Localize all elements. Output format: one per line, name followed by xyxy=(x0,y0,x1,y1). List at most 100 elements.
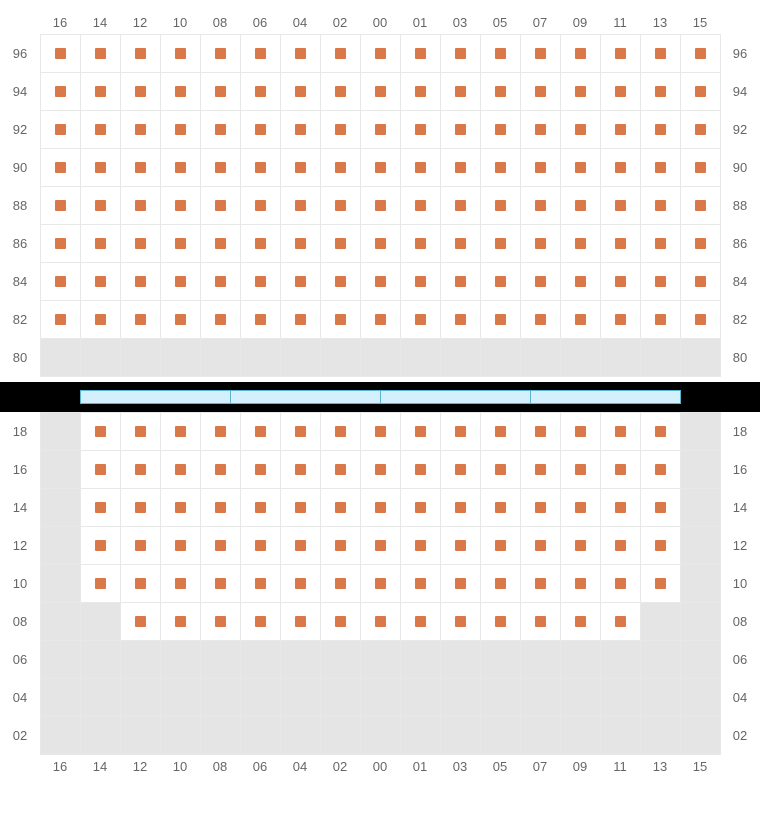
seat-cell[interactable] xyxy=(440,300,481,339)
seat-cell[interactable] xyxy=(80,110,121,149)
seat-cell[interactable] xyxy=(520,148,561,187)
seat-cell[interactable] xyxy=(360,526,401,565)
seat-cell[interactable] xyxy=(440,262,481,301)
seat-cell[interactable] xyxy=(680,34,721,73)
seat-cell[interactable] xyxy=(240,224,281,263)
seat-cell[interactable] xyxy=(280,224,321,263)
seat-cell[interactable] xyxy=(200,450,241,489)
seat-cell[interactable] xyxy=(480,110,521,149)
seat-cell[interactable] xyxy=(600,224,641,263)
seat-cell[interactable] xyxy=(240,186,281,225)
seat-cell[interactable] xyxy=(440,412,481,451)
seat-cell[interactable] xyxy=(640,412,681,451)
seat-cell[interactable] xyxy=(320,450,361,489)
seat-cell[interactable] xyxy=(400,262,441,301)
seat-cell[interactable] xyxy=(280,412,321,451)
seat-cell[interactable] xyxy=(440,564,481,603)
seat-cell[interactable] xyxy=(360,72,401,111)
seat-cell[interactable] xyxy=(400,300,441,339)
seat-cell[interactable] xyxy=(160,412,201,451)
seat-cell[interactable] xyxy=(120,602,161,641)
seat-cell[interactable] xyxy=(320,488,361,527)
seat-cell[interactable] xyxy=(680,110,721,149)
seat-cell[interactable] xyxy=(520,300,561,339)
seat-cell[interactable] xyxy=(280,34,321,73)
seat-cell[interactable] xyxy=(600,488,641,527)
seat-cell[interactable] xyxy=(320,148,361,187)
seat-cell[interactable] xyxy=(320,526,361,565)
seat-cell[interactable] xyxy=(120,186,161,225)
seat-cell[interactable] xyxy=(440,526,481,565)
seat-cell[interactable] xyxy=(200,110,241,149)
seat-cell[interactable] xyxy=(480,412,521,451)
seat-cell[interactable] xyxy=(440,72,481,111)
seat-cell[interactable] xyxy=(560,110,601,149)
seat-cell[interactable] xyxy=(480,602,521,641)
seat-cell[interactable] xyxy=(80,488,121,527)
seat-cell[interactable] xyxy=(40,110,81,149)
seat-cell[interactable] xyxy=(640,262,681,301)
seat-cell[interactable] xyxy=(600,148,641,187)
seat-cell[interactable] xyxy=(560,412,601,451)
seat-cell[interactable] xyxy=(520,34,561,73)
seat-cell[interactable] xyxy=(160,564,201,603)
seat-cell[interactable] xyxy=(480,488,521,527)
seat-cell[interactable] xyxy=(200,488,241,527)
seat-cell[interactable] xyxy=(200,412,241,451)
seat-cell[interactable] xyxy=(600,34,641,73)
seat-cell[interactable] xyxy=(520,602,561,641)
seat-cell[interactable] xyxy=(600,526,641,565)
seat-cell[interactable] xyxy=(640,72,681,111)
seat-cell[interactable] xyxy=(360,34,401,73)
seat-cell[interactable] xyxy=(640,34,681,73)
seat-cell[interactable] xyxy=(120,72,161,111)
seat-cell[interactable] xyxy=(400,110,441,149)
seat-cell[interactable] xyxy=(360,450,401,489)
seat-cell[interactable] xyxy=(320,34,361,73)
seat-cell[interactable] xyxy=(360,224,401,263)
seat-cell[interactable] xyxy=(640,564,681,603)
seat-cell[interactable] xyxy=(80,262,121,301)
seat-cell[interactable] xyxy=(40,34,81,73)
seat-cell[interactable] xyxy=(640,300,681,339)
seat-cell[interactable] xyxy=(480,34,521,73)
seat-cell[interactable] xyxy=(80,34,121,73)
seat-cell[interactable] xyxy=(160,488,201,527)
seat-cell[interactable] xyxy=(600,412,641,451)
seat-cell[interactable] xyxy=(80,148,121,187)
seat-cell[interactable] xyxy=(280,526,321,565)
seat-cell[interactable] xyxy=(360,602,401,641)
seat-cell[interactable] xyxy=(120,564,161,603)
seat-cell[interactable] xyxy=(200,262,241,301)
seat-cell[interactable] xyxy=(480,526,521,565)
seat-cell[interactable] xyxy=(360,488,401,527)
seat-cell[interactable] xyxy=(280,300,321,339)
seat-cell[interactable] xyxy=(440,450,481,489)
seat-cell[interactable] xyxy=(440,602,481,641)
seat-cell[interactable] xyxy=(400,526,441,565)
seat-cell[interactable] xyxy=(600,72,641,111)
seat-cell[interactable] xyxy=(640,488,681,527)
seat-cell[interactable] xyxy=(520,72,561,111)
seat-cell[interactable] xyxy=(320,224,361,263)
seat-cell[interactable] xyxy=(40,224,81,263)
seat-cell[interactable] xyxy=(440,34,481,73)
seat-cell[interactable] xyxy=(360,300,401,339)
seat-cell[interactable] xyxy=(600,186,641,225)
seat-cell[interactable] xyxy=(80,186,121,225)
seat-cell[interactable] xyxy=(40,186,81,225)
seat-cell[interactable] xyxy=(640,224,681,263)
seat-cell[interactable] xyxy=(160,110,201,149)
seat-cell[interactable] xyxy=(160,602,201,641)
seat-cell[interactable] xyxy=(360,110,401,149)
seat-cell[interactable] xyxy=(640,186,681,225)
seat-cell[interactable] xyxy=(120,262,161,301)
seat-cell[interactable] xyxy=(440,110,481,149)
seat-cell[interactable] xyxy=(280,262,321,301)
seat-cell[interactable] xyxy=(120,34,161,73)
seat-cell[interactable] xyxy=(240,526,281,565)
seat-cell[interactable] xyxy=(160,300,201,339)
seat-cell[interactable] xyxy=(360,186,401,225)
seat-cell[interactable] xyxy=(520,564,561,603)
seat-cell[interactable] xyxy=(680,148,721,187)
